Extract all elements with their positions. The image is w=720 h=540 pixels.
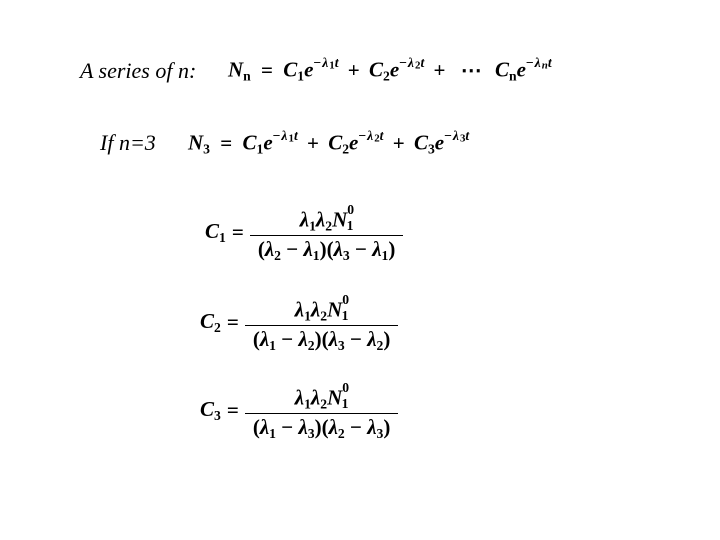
sub-3: 3 bbox=[203, 142, 210, 157]
equation-C3: C3=λ1λ2N01(λ1 − λ3)(λ2 − λ3) bbox=[200, 378, 398, 444]
sym-e: e bbox=[390, 58, 399, 82]
sym-e: e bbox=[349, 131, 358, 155]
sym-plus: + bbox=[344, 58, 364, 82]
equation-C2: C2=λ1λ2N01(λ1 − λ2)(λ3 − λ2) bbox=[200, 290, 398, 356]
sym-t: t bbox=[548, 55, 552, 70]
sym-ellipsis: ⋯ bbox=[455, 58, 490, 82]
sub-2: 2 bbox=[383, 69, 390, 84]
sym-minus: − bbox=[399, 55, 407, 70]
sub-n: n bbox=[243, 69, 251, 84]
sym-minus: − bbox=[444, 128, 452, 143]
equation-n3: N3 = C1e−λ1t + C2e−λ2t + C3e−λ3t bbox=[188, 128, 469, 158]
sym-C: C bbox=[328, 131, 342, 155]
sym-e: e bbox=[435, 131, 444, 155]
sym-lambda: λ bbox=[407, 55, 415, 70]
sym-e: e bbox=[263, 131, 272, 155]
sym-plus: + bbox=[389, 131, 409, 155]
sym-t: t bbox=[465, 128, 469, 143]
sym-minus: − bbox=[358, 128, 366, 143]
sym-C: C bbox=[414, 131, 428, 155]
sym-t: t bbox=[380, 128, 384, 143]
sym-equals: = bbox=[215, 131, 237, 155]
sym-minus: − bbox=[526, 55, 534, 70]
sym-lambda: λ bbox=[366, 128, 374, 143]
sym-lambda: λ bbox=[534, 55, 542, 70]
sub-n: n bbox=[509, 69, 517, 84]
sym-C: C bbox=[242, 131, 256, 155]
equation-C1: C1=λ1λ2N01(λ2 − λ1)(λ3 − λ1) bbox=[205, 200, 403, 266]
sym-t: t bbox=[335, 55, 339, 70]
sym-N: N bbox=[228, 58, 243, 82]
sym-plus: + bbox=[303, 131, 323, 155]
sym-plus: + bbox=[429, 58, 449, 82]
label-series-of-n: A series of n: bbox=[80, 58, 196, 83]
label-if-n3: If n=3 bbox=[100, 130, 156, 155]
sym-C: C bbox=[369, 58, 383, 82]
sub-3: 3 bbox=[428, 142, 435, 157]
sym-e: e bbox=[517, 58, 526, 82]
sym-C: C bbox=[495, 58, 509, 82]
sym-t: t bbox=[294, 128, 298, 143]
sym-N: N bbox=[188, 131, 203, 155]
sym-equals: = bbox=[256, 58, 278, 82]
sym-lambda: λ bbox=[452, 128, 460, 143]
equation-series: Nn = C1e−λ1t + C2e−λ2t + ⋯ Cne−λnt bbox=[228, 55, 552, 85]
sym-t: t bbox=[420, 55, 424, 70]
sym-e: e bbox=[304, 58, 313, 82]
sym-C: C bbox=[283, 58, 297, 82]
